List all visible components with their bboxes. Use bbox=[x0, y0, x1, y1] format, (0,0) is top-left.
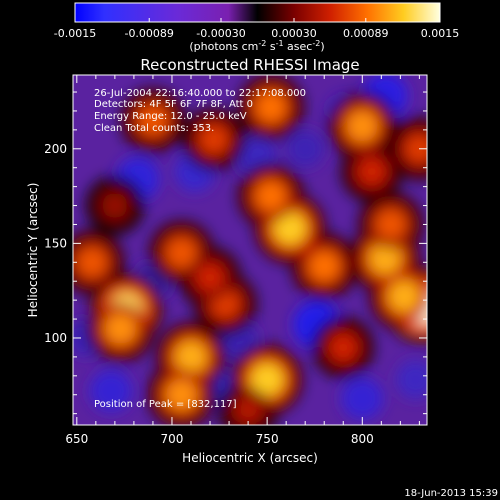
source-core bbox=[309, 250, 340, 282]
chart-title: Reconstructed RHESSI Image bbox=[140, 56, 359, 74]
annotation-line: Energy Range: 12.0 - 25.0 keV bbox=[94, 111, 247, 122]
colorbar: -0.0015 -0.00089 -0.00030 0.00030 0.00089 0.0… bbox=[54, 2, 459, 53]
plot-annotations: 26-Jul-2004 22:16:40.000 to 22:17:08.000… bbox=[94, 88, 306, 410]
source-core bbox=[138, 105, 168, 136]
y-axis: 100 150 200 bbox=[44, 91, 427, 415]
source-core bbox=[388, 280, 421, 313]
negative-source bbox=[341, 377, 384, 420]
x-axis: 650 700 750 800 bbox=[65, 75, 420, 446]
colorbar-tick-label: -0.00089 bbox=[124, 27, 173, 40]
x-axis-label: Heliocentric X (arcsec) bbox=[182, 451, 318, 465]
colorbar-tick-label: 0.0015 bbox=[421, 27, 460, 40]
source-core bbox=[166, 238, 197, 268]
x-tick-label: 800 bbox=[351, 432, 374, 446]
negative-source bbox=[286, 129, 324, 168]
heatmap-image bbox=[73, 75, 427, 425]
source-core bbox=[255, 180, 287, 212]
colorbar-units: (photons cm-2 s-1 asec-2) bbox=[189, 39, 324, 53]
source-core bbox=[102, 192, 128, 219]
source-core bbox=[405, 134, 427, 163]
colorbar-tick-label: 0.00030 bbox=[271, 27, 317, 40]
x-tick-label: 650 bbox=[65, 432, 88, 446]
source-core bbox=[199, 125, 228, 154]
negative-source bbox=[395, 360, 427, 400]
source-core bbox=[196, 263, 224, 292]
colorbar-ticks: -0.0015 -0.00089 -0.00030 0.00030 0.00089 0.0… bbox=[54, 18, 459, 40]
source-core bbox=[104, 312, 137, 345]
colorbar-tick-label: -0.00030 bbox=[196, 27, 245, 40]
plot-frame bbox=[72, 74, 428, 426]
source-core bbox=[358, 157, 386, 186]
source-core bbox=[369, 242, 402, 275]
annotation-line: 26-Jul-2004 22:16:40.000 to 22:17:08.000 bbox=[94, 88, 306, 99]
y-tick-label: 200 bbox=[44, 142, 67, 156]
y-tick-label: 100 bbox=[44, 331, 67, 345]
source-core bbox=[77, 247, 107, 277]
annotation-line: Clean Total counts: 353. bbox=[94, 123, 214, 134]
footer-date: 18-Jun-2013 15:39 bbox=[404, 488, 498, 499]
source-core bbox=[329, 333, 357, 362]
x-tick-label: 750 bbox=[256, 432, 279, 446]
negative-source bbox=[89, 369, 133, 413]
colorbar-tick-label: 0.00089 bbox=[343, 27, 389, 40]
x-tick-label: 700 bbox=[161, 432, 184, 446]
source-core bbox=[376, 209, 406, 240]
source-core bbox=[174, 340, 208, 373]
source-core bbox=[165, 379, 198, 411]
peak-position-label: Position of Peak = [832,117] bbox=[94, 399, 237, 410]
annotation-line: Detectors: 4F 5F 6F 7F 8F, Att 0 bbox=[94, 99, 253, 110]
source-core bbox=[273, 211, 307, 245]
source-core bbox=[255, 92, 287, 123]
colorbar-tick-label: -0.0015 bbox=[54, 27, 96, 40]
y-axis-label: Heliocentric Y (arcsec) bbox=[26, 183, 40, 318]
heatmap-sources bbox=[73, 75, 427, 425]
source-core bbox=[234, 396, 262, 424]
colorbar-gradient bbox=[74, 2, 441, 23]
source-core bbox=[250, 363, 284, 397]
y-tick-label: 150 bbox=[44, 236, 67, 250]
source-core bbox=[346, 110, 378, 142]
